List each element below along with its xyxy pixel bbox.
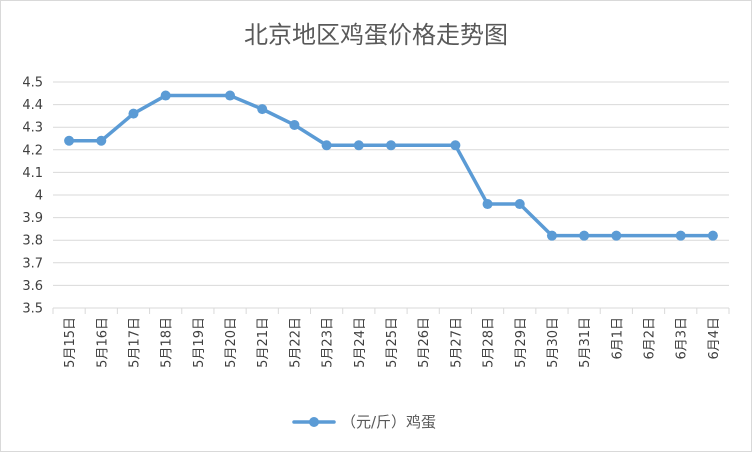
legend-label: （元/斤）鸡蛋 [341, 413, 436, 431]
x-tick-label: 5月23日 [321, 317, 336, 368]
x-tick-label: 5月30日 [546, 317, 561, 368]
x-tick-label: 6月2日 [643, 317, 658, 360]
x-tick-label: 5月27日 [449, 317, 464, 368]
y-tick-label: 4.1 [22, 166, 43, 181]
data-point [707, 230, 718, 241]
grid-lines [52, 81, 730, 314]
series-layer [64, 90, 718, 241]
data-point [128, 108, 139, 119]
x-tick-label: 6月3日 [675, 317, 690, 360]
y-axis-ticks: 3.5 3.6 3.7 3.8 3.9 4 4.1 4.2 4.3 4.4 4.5 [22, 76, 43, 317]
data-point [675, 230, 686, 241]
series-line [67, 93, 715, 238]
data-point [514, 199, 525, 210]
x-tick-label: 5月16日 [95, 317, 110, 368]
legend-marker [309, 417, 319, 427]
data-point [160, 90, 171, 101]
data-point [321, 140, 332, 151]
data-point [386, 140, 396, 151]
x-tick-label: 5月25日 [385, 317, 400, 368]
y-tick-label: 3.9 [22, 211, 43, 226]
x-tick-label: 5月19日 [192, 317, 207, 368]
y-tick-label: 4.3 [22, 121, 43, 136]
y-tick-label: 3.8 [22, 234, 43, 249]
chart-title: 北京地区鸡蛋价格走势图 [244, 21, 508, 49]
data-point [96, 135, 107, 146]
x-tick-label: 5月18日 [160, 317, 175, 368]
y-tick-label: 4.2 [22, 143, 43, 158]
data-point [579, 230, 590, 241]
x-tick-label: 5月24日 [353, 317, 368, 368]
y-tick-label: 4.4 [22, 98, 43, 113]
x-tick-label: 5月28日 [482, 317, 497, 368]
data-point [546, 230, 557, 241]
y-tick-label: 4 [35, 189, 43, 204]
x-tick-label: 5月29日 [514, 317, 529, 368]
legend: （元/斤）鸡蛋 [292, 413, 436, 431]
y-tick-label: 3.5 [22, 302, 43, 317]
data-point [257, 104, 268, 115]
data-point [611, 230, 622, 241]
data-point [289, 119, 300, 130]
data-point [482, 199, 493, 210]
y-tick-label: 3.7 [22, 256, 43, 271]
x-tick-label: 5月22日 [288, 317, 303, 368]
x-tick-label: 5月26日 [417, 317, 432, 368]
data-point [225, 90, 236, 101]
x-tick-label: 5月20日 [224, 317, 239, 368]
data-point [64, 135, 75, 146]
x-tick-label: 5月21日 [256, 317, 271, 368]
y-tick-label: 4.5 [22, 76, 43, 91]
x-tick-label: 5月31日 [578, 317, 593, 368]
x-tick-label: 5月15日 [63, 317, 78, 368]
x-tick-label: 6月1日 [610, 317, 625, 360]
data-point [450, 140, 461, 151]
x-axis-ticks: 5月15日 5月16日 5月17日 5月18日 5月19日 5月20日 5月21日 5月22日… [63, 317, 722, 368]
x-tick-label: 6月4日 [707, 317, 722, 360]
y-tick-label: 3.6 [22, 279, 43, 294]
x-tick-label: 5月17日 [127, 317, 142, 368]
data-point [353, 140, 364, 151]
